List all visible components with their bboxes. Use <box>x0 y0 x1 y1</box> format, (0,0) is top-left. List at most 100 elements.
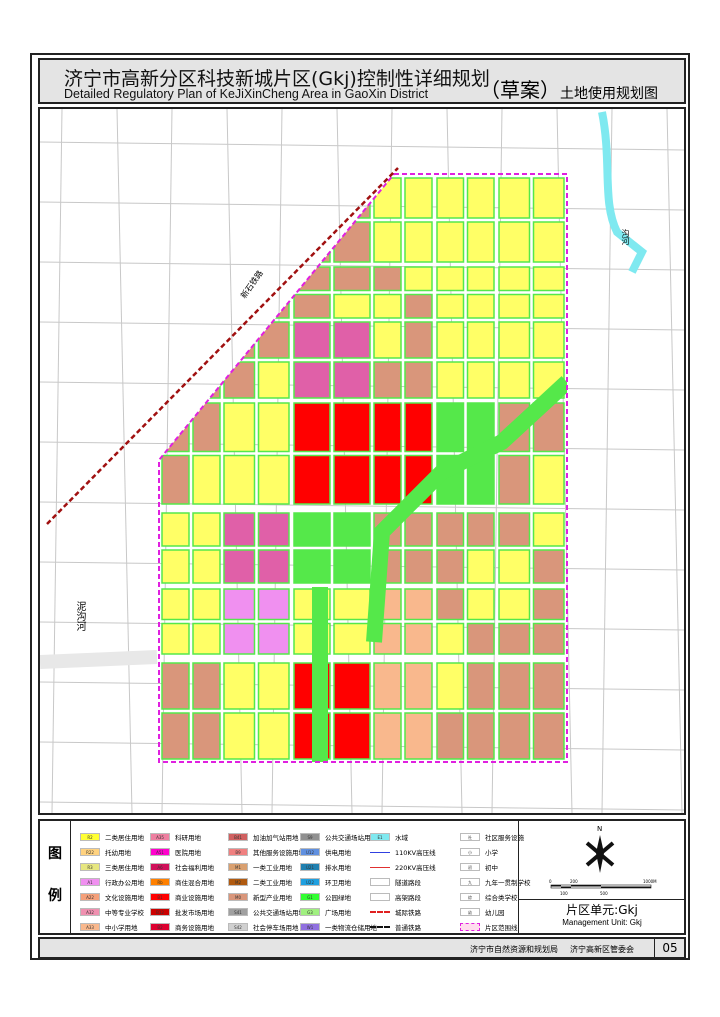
road-line <box>40 201 684 211</box>
legend-swatch: U22 <box>300 877 320 886</box>
legend-item: A35 科研用地 <box>150 829 214 844</box>
land-parcel <box>532 662 565 710</box>
legend-item: A1 行政办公用地 <box>80 874 144 889</box>
land-parcel <box>466 588 495 621</box>
scale-bar <box>550 884 652 889</box>
legend-item: 综综合类学校 <box>460 889 531 904</box>
legend-swatch: S9 <box>300 832 320 841</box>
legend-swatch: G3 <box>300 907 320 916</box>
land-parcel <box>404 512 433 547</box>
legend-label: 隧道路段 <box>395 878 421 887</box>
scale-200: 200 <box>570 879 578 884</box>
legend-swatch: A22 <box>80 892 100 901</box>
legend-swatch: B9 <box>228 847 248 856</box>
land-parcel <box>436 549 465 584</box>
land-parcel <box>404 321 433 359</box>
land-parcel <box>373 712 402 760</box>
legend-swatch: E1 <box>370 832 390 841</box>
land-parcel <box>532 293 565 319</box>
land-parcel <box>293 454 331 505</box>
land-parcel <box>333 454 371 505</box>
land-parcel <box>373 361 402 399</box>
legend-label: 环卫用地 <box>325 878 351 887</box>
legend-swatch: A6 <box>150 862 170 871</box>
legend-swatch: S41 <box>228 907 248 916</box>
legend-item: B1 商业设施用地 <box>150 889 214 904</box>
legend-label: 排水用地 <box>325 863 351 872</box>
land-parcel <box>532 588 565 621</box>
land-parcel <box>498 321 531 359</box>
land-parcel <box>257 712 290 760</box>
land-parcel <box>404 402 433 453</box>
road-line <box>40 261 684 271</box>
legend-swatch: W1 <box>300 922 320 931</box>
legend-label: 商业设施用地 <box>175 893 214 902</box>
legend-label: 水域 <box>395 833 408 842</box>
legend-swatch: A32 <box>80 907 100 916</box>
land-parcel <box>466 512 495 547</box>
land-parcel <box>333 588 371 621</box>
legend-swatch: B2 <box>150 922 170 931</box>
legend-label: 二类居住用地 <box>105 833 144 842</box>
land-parcel <box>257 549 290 584</box>
legend-label: 社会福利用地 <box>175 863 214 872</box>
land-parcel <box>404 712 433 760</box>
legend-swatch: B41 <box>228 832 248 841</box>
land-parcel <box>532 177 565 219</box>
land-parcel <box>293 402 331 453</box>
land-parcel <box>192 454 221 505</box>
land-parcel <box>498 361 531 399</box>
legend-item: B2 商务设施用地 <box>150 919 214 934</box>
legend-swatch: M0 <box>228 892 248 901</box>
land-parcel <box>223 402 256 453</box>
legend-item: M0 新型产业用地 <box>228 889 305 904</box>
land-parcel <box>404 588 433 621</box>
land-parcel <box>257 512 290 547</box>
legend-swatch: 幼 <box>460 907 480 916</box>
land-parcel <box>223 712 256 760</box>
land-parcel <box>192 588 221 621</box>
land-parcel <box>532 321 565 359</box>
land-parcel <box>498 266 531 292</box>
legend-label: 110KV高压线 <box>395 848 436 857</box>
legend-label: 综合类学校 <box>485 893 518 902</box>
legend-label: 三类居住用地 <box>105 863 144 872</box>
land-parcel <box>161 549 190 584</box>
land-parcel <box>404 622 433 655</box>
land-parcel <box>373 402 402 453</box>
legend-label: 托幼用地 <box>105 848 131 857</box>
land-parcel <box>498 622 531 655</box>
legend-label: 医院用地 <box>175 848 201 857</box>
land-parcel <box>498 454 531 505</box>
land-parcel <box>373 221 402 263</box>
legend-item: A32 中等专业学校 <box>80 904 144 919</box>
land-parcel <box>257 588 290 621</box>
legend-swatch: U12 <box>300 847 320 856</box>
land-parcel <box>436 361 465 399</box>
road-line <box>40 141 684 151</box>
legend-swatch: B1 <box>150 892 170 901</box>
legend-item: A51 医院用地 <box>150 844 214 859</box>
legend-line-blackdash <box>370 923 390 931</box>
land-parcel <box>223 622 256 655</box>
land-parcel <box>466 549 495 584</box>
legend-label: 高架路段 <box>395 893 421 902</box>
land-parcel <box>498 662 531 710</box>
land-parcel <box>293 549 331 584</box>
legend-item: U12 供电用地 <box>300 844 377 859</box>
land-parcel <box>373 293 402 319</box>
legend-label: 片区范围线 <box>485 923 518 932</box>
legend-swatch: 九 <box>460 877 480 886</box>
legend-column: B41 加油加气站用地 B9 其他服务设施用地 M1 一类工业用地 M2 二类工业用地 M0 新型… <box>228 829 305 934</box>
legend-swatch: Rb <box>150 877 170 886</box>
legend-label: 公共交通场站用地 <box>325 833 377 842</box>
legend-line-box <box>370 877 390 886</box>
green-corridor <box>366 376 567 643</box>
land-parcel <box>498 221 531 263</box>
legend-item: 九九年一贯制学校 <box>460 874 531 889</box>
legend-item: 隧道路段 <box>370 874 436 889</box>
legend-label: 文化设施用地 <box>105 893 144 902</box>
north-arrow-scale: N 0 100 200 500 1000M <box>518 821 685 900</box>
legend-item: S42 社会停车场用地 <box>228 919 305 934</box>
